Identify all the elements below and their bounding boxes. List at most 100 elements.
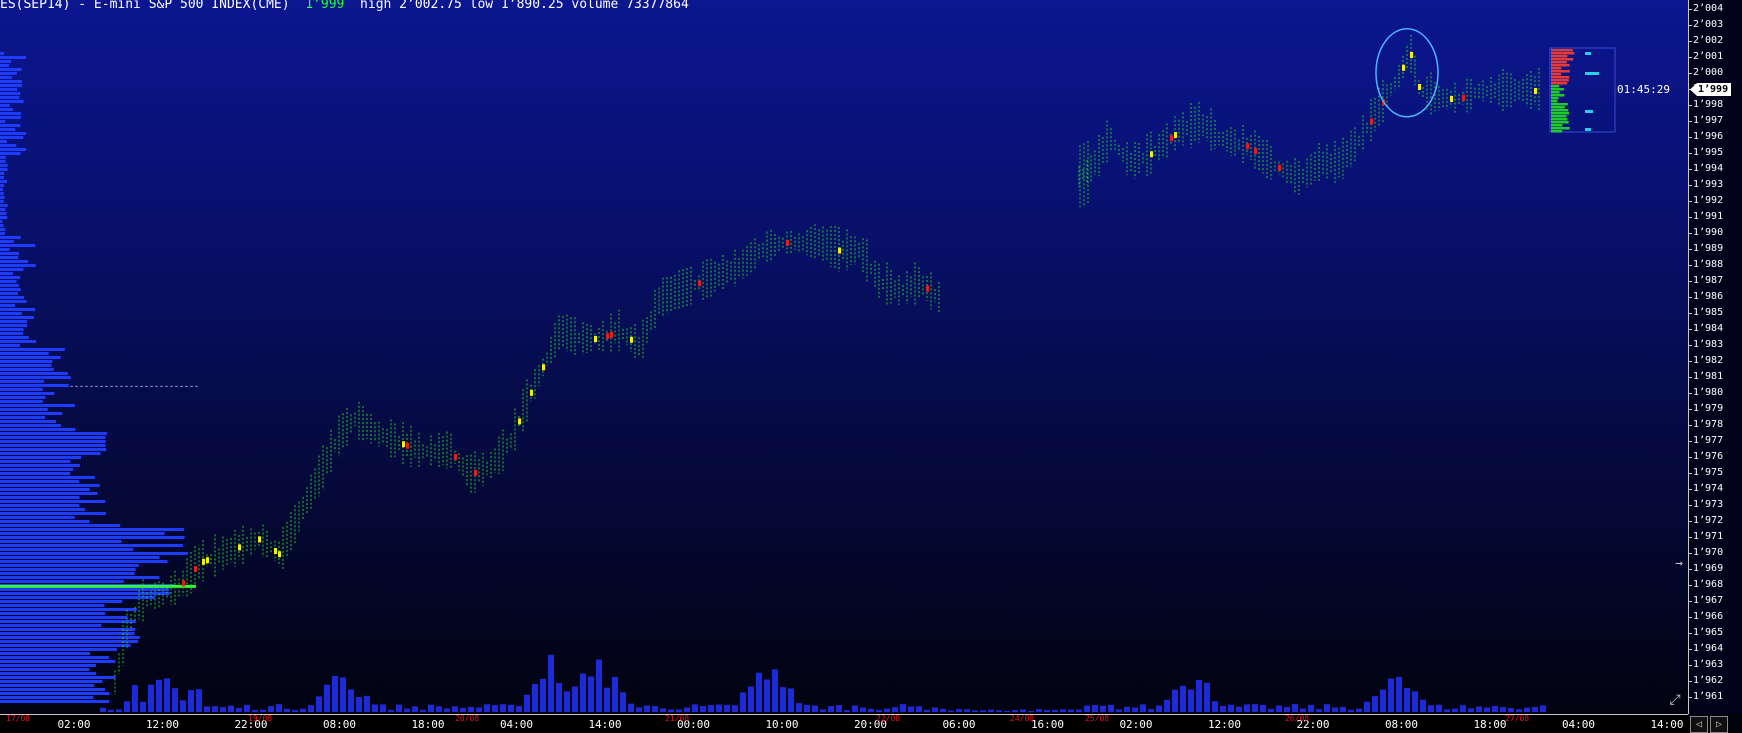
volume-bar: [308, 705, 314, 712]
profile-bar: [0, 120, 6, 123]
volume-bar: [948, 710, 954, 712]
volume-bar: [1300, 708, 1306, 712]
profile-bar: [0, 568, 136, 571]
profile-bar: [0, 144, 17, 147]
profile-bar: [0, 572, 135, 575]
volume-bar: [596, 659, 602, 712]
price-chart-area[interactable]: [0, 0, 1688, 714]
volume-bar: [1308, 704, 1314, 712]
profile-bar: [0, 52, 5, 55]
time-tick-label: 10:00: [765, 718, 799, 731]
volume-bar: [588, 676, 594, 712]
volume-bar: [780, 687, 786, 712]
profile-bar: [0, 272, 13, 275]
profile-bar: [0, 340, 37, 343]
profile-bar: [0, 416, 46, 419]
volume-bar: [1180, 685, 1186, 712]
volume-bar: [372, 704, 378, 712]
mini-profile-bar: [1551, 100, 1558, 103]
volume-bar: [860, 707, 866, 712]
price-tick-label: 2’001: [1688, 51, 1724, 62]
volume-bar: [468, 706, 474, 712]
volume-bar: [220, 706, 226, 712]
volume-bar: [1268, 708, 1274, 712]
expand-icon[interactable]: ⤢: [1669, 692, 1681, 708]
profile-bar: [0, 156, 6, 159]
profile-bar: [0, 476, 95, 479]
volume-bar: [340, 677, 346, 712]
volume-bar: [836, 705, 842, 712]
volume-bar: [764, 679, 770, 712]
volume-bar: [540, 678, 546, 712]
time-tick-label: 20:00: [853, 718, 888, 731]
profile-bar: [0, 240, 14, 243]
session-marker: [182, 580, 185, 587]
price-tick-label: 1’963: [1688, 659, 1724, 670]
mini-profile-bar: [1551, 94, 1565, 97]
profile-bar: [0, 500, 106, 503]
volume-bar: [908, 706, 914, 712]
volume-bar: [180, 700, 186, 712]
profile-bar: [0, 404, 75, 407]
volume-bar: [1108, 704, 1114, 712]
mini-profile-bar: [1551, 112, 1570, 115]
price-tick-label: 1’976: [1688, 451, 1724, 462]
time-axis[interactable]: 02:00 12:00 22:00 08:00 18:00 04:00 14:00 00:00…: [0, 714, 1688, 733]
mini-profile-marker: [1585, 72, 1599, 75]
session-marker: [274, 548, 277, 554]
session-marker: [194, 566, 197, 572]
price-tick-label: 1’983: [1688, 339, 1724, 350]
price-tick-label: 1’984: [1688, 323, 1724, 334]
price-tick-label: 2’003: [1688, 19, 1724, 30]
profile-bar: [0, 644, 131, 647]
profile-bar: [0, 180, 8, 183]
profile-bar: [0, 60, 11, 63]
profile-bar: [0, 128, 16, 131]
price-tick-label: 1’977: [1688, 435, 1724, 446]
price-tick-label: 2’000: [1688, 67, 1724, 78]
volume-bar: [852, 705, 858, 712]
profile-bar: [0, 152, 21, 155]
profile-bar: [0, 68, 22, 71]
profile-bar: [0, 668, 90, 671]
volume-bar: [548, 654, 554, 712]
mini-profile-bar: [1551, 61, 1567, 64]
volume-bar: [452, 706, 458, 712]
price-tick-label: 1’961: [1688, 691, 1724, 702]
volume-bar: [1428, 705, 1434, 712]
profile-bar: [0, 540, 122, 543]
profile-bar: [0, 420, 56, 423]
profile-bar: [0, 632, 135, 635]
price-axis[interactable]: 2’004 2’003 2’002 2’001 2’000 1’999 1’998 1’997…: [1688, 0, 1742, 714]
session-marker: [258, 536, 261, 543]
profile-bar: [0, 372, 68, 375]
profile-bar: [0, 588, 170, 591]
volume-bars: [100, 654, 1546, 712]
profile-bar: [0, 264, 36, 267]
volume-bar: [580, 673, 586, 712]
session-marker: [530, 389, 533, 396]
volume-bar: [964, 709, 970, 712]
price-tick-label: 1’978: [1688, 419, 1724, 430]
volume-bar: [164, 678, 170, 712]
chevron-right-icon[interactable]: ▷: [1710, 716, 1728, 733]
profile-bar: [0, 392, 55, 395]
price-tick-label: 1’967: [1688, 595, 1724, 606]
profile-bar: [0, 276, 21, 279]
mini-profile-bar: [1551, 118, 1568, 121]
chevron-left-icon[interactable]: ◁: [1690, 716, 1708, 733]
volume-bar: [444, 708, 450, 712]
profile-bar: [0, 472, 71, 475]
volume-bar: [140, 701, 146, 712]
price-tick-label: 1’965: [1688, 627, 1724, 638]
volume-bar: [740, 692, 746, 712]
volume-bar: [1244, 704, 1250, 712]
volume-bar: [1092, 705, 1098, 712]
arrow-right-icon[interactable]: →: [1675, 556, 1683, 571]
volume-bar: [348, 689, 354, 712]
volume-bar: [260, 709, 266, 712]
price-tick-label: 1’972: [1688, 515, 1724, 526]
volume-bar: [1468, 708, 1474, 712]
volume-bar: [1332, 707, 1338, 712]
session-marker: [1174, 132, 1177, 138]
